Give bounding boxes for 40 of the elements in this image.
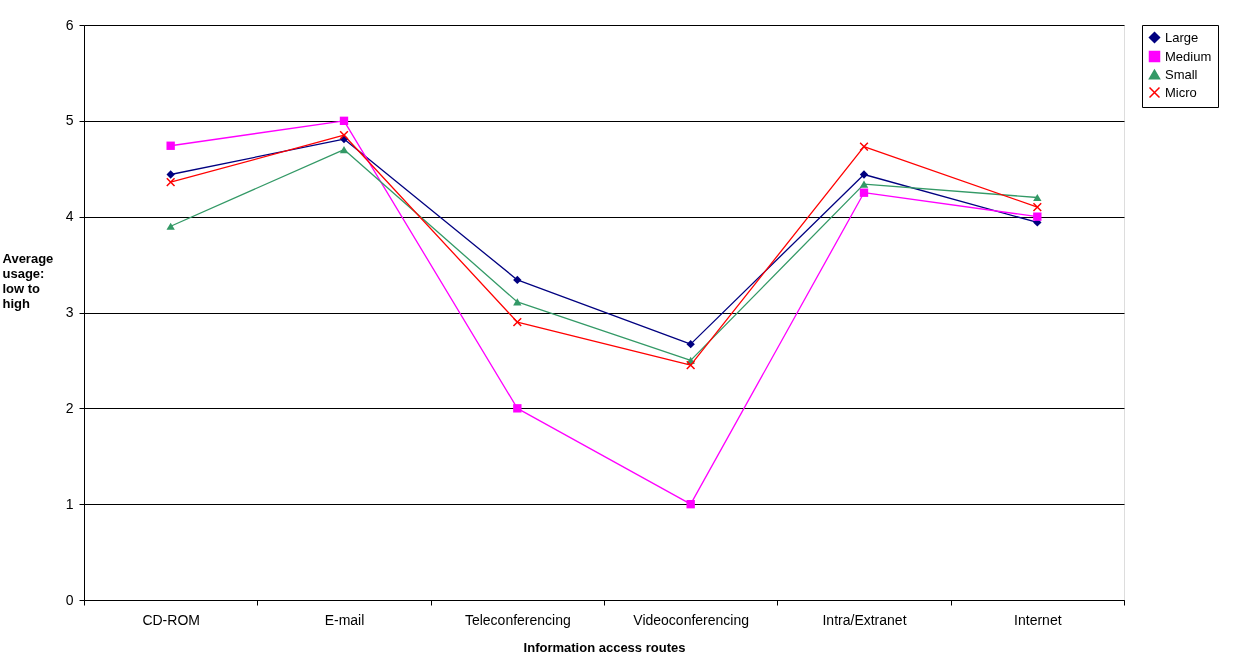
point [1033,193,1042,202]
y-tick-label: 6 [65,16,74,33]
y-tick-label: 3 [65,304,74,320]
point [166,141,175,150]
point [686,499,695,509]
legend-label: Large [1165,29,1199,45]
legend-label: Micro [1165,84,1197,100]
point [1032,202,1042,212]
x-tick-label: Teleconferencing [464,611,571,628]
point [859,142,869,152]
point [513,404,522,413]
point [339,116,349,126]
y-tick-label: 5 [65,112,74,129]
y-tick-label: 4 [65,208,74,225]
x-tick-label: Intra/Extranet [822,611,907,628]
y-tick-label: 2 [65,399,74,416]
y-tick-label: 1 [65,495,74,512]
x-axis-title: Information access routes [523,639,686,655]
point [859,188,869,197]
point [859,180,869,188]
x-tick-label: Internet [1014,611,1062,628]
point [339,130,349,140]
y-axis-title: Average usage: low to high [2,250,54,311]
point [166,177,176,187]
point [513,275,522,285]
legend-label: Medium [1165,48,1212,64]
legend-label: Small [1165,66,1198,82]
point [686,360,696,370]
point [686,339,695,349]
x-tick-label: E-mail [324,611,365,628]
x-tick-label: Videoconferencing [633,611,750,628]
point [339,145,349,154]
point [859,170,869,179]
point [166,170,175,179]
point [512,317,522,327]
point [513,298,522,306]
point [1033,212,1042,221]
x-tick-label: CD-ROM [142,611,200,628]
y-tick-label: 0 [65,591,74,608]
point [166,222,175,230]
